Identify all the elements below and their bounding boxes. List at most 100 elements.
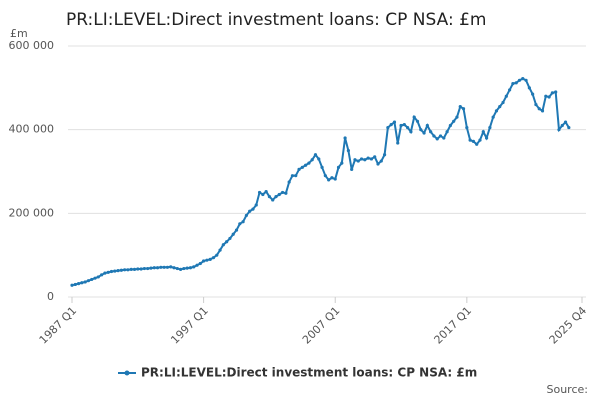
data-point <box>547 95 551 99</box>
data-point <box>106 270 110 274</box>
data-point <box>142 266 146 271</box>
y-tick-label: 0 <box>47 290 54 303</box>
data-point <box>185 266 189 270</box>
data-point <box>359 157 364 161</box>
y-tick-label: 600 000 <box>9 39 55 52</box>
data-point <box>244 213 248 218</box>
data-point <box>554 90 558 94</box>
data-point <box>494 109 499 113</box>
data-point <box>521 77 525 81</box>
data-point <box>123 268 127 272</box>
data-point <box>271 198 275 202</box>
data-point <box>531 92 535 96</box>
data-point <box>465 125 469 130</box>
data-point <box>353 158 357 162</box>
data-point <box>346 148 350 153</box>
data-point <box>162 265 166 269</box>
data-point <box>484 136 489 140</box>
data-point <box>195 263 199 267</box>
data-point <box>261 192 265 197</box>
data-point <box>534 102 538 107</box>
data-point <box>432 134 436 138</box>
x-tick-label: 2025 Q4 <box>547 304 590 347</box>
data-point <box>478 138 482 142</box>
data-point <box>458 105 462 109</box>
data-point <box>540 109 545 113</box>
data-point <box>215 253 219 257</box>
data-point <box>136 267 140 271</box>
y-tick-label: 400 000 <box>9 123 55 136</box>
data-point <box>165 265 170 269</box>
data-point <box>425 123 429 128</box>
data-point <box>169 265 173 269</box>
data-point <box>327 178 331 182</box>
data-point <box>119 268 123 272</box>
data-point <box>442 136 446 140</box>
x-tick-label: 2007 Q1 <box>300 304 343 347</box>
data-point <box>238 222 242 226</box>
data-point <box>241 220 245 224</box>
data-point <box>366 156 370 160</box>
data-point <box>234 228 239 232</box>
data-point <box>228 236 232 241</box>
data-point <box>527 86 531 90</box>
data-point <box>468 138 472 142</box>
data-point <box>567 125 571 130</box>
data-point <box>537 107 541 111</box>
chart-title: PR:LI:LEVEL:Direct investment loans: CP … <box>66 10 486 30</box>
data-point <box>435 137 439 141</box>
data-point <box>412 115 416 119</box>
data-point <box>146 266 150 271</box>
data-point <box>422 131 426 135</box>
data-point <box>218 248 222 252</box>
data-point <box>481 130 485 134</box>
data-point <box>488 125 492 130</box>
data-point <box>211 256 216 260</box>
data-point <box>438 134 443 138</box>
data-point <box>126 268 130 272</box>
data-point <box>287 180 291 184</box>
data-point <box>373 155 377 159</box>
data-point <box>202 259 206 263</box>
data-point <box>544 94 548 98</box>
data-point <box>290 174 295 178</box>
data-point <box>175 266 179 271</box>
data-point <box>274 195 278 199</box>
x-tick-label: 2017 Q1 <box>432 304 475 347</box>
data-point <box>448 123 452 128</box>
y-unit: £m <box>10 27 28 40</box>
legend-marker <box>124 370 130 376</box>
data-point <box>382 153 387 157</box>
data-point <box>198 261 202 266</box>
data-point <box>399 123 403 128</box>
y-tick-label: 200 000 <box>9 206 55 219</box>
data-point <box>333 177 337 181</box>
data-point <box>392 120 397 124</box>
data-point <box>517 78 522 82</box>
data-point <box>323 174 327 178</box>
data-point <box>208 257 212 261</box>
data-point <box>100 273 104 277</box>
data-point <box>514 81 518 85</box>
data-point <box>149 266 153 270</box>
data-point <box>330 176 334 180</box>
data-point <box>313 153 318 157</box>
data-point <box>396 141 400 145</box>
data-point <box>159 265 163 269</box>
data-point <box>310 158 314 162</box>
data-point <box>501 100 505 105</box>
data-point <box>155 266 160 270</box>
data-point <box>461 107 466 111</box>
data-point <box>409 130 413 134</box>
data-point <box>257 190 262 195</box>
data-point <box>113 269 117 273</box>
x-tick-label: 1997 Q1 <box>168 304 211 347</box>
data-point <box>475 142 479 146</box>
data-point <box>70 283 74 287</box>
data-point <box>90 277 94 282</box>
data-point <box>363 158 367 162</box>
data-point <box>83 280 87 284</box>
legend-label: PR:LI:LEVEL:Direct investment loans: CP … <box>141 366 477 380</box>
data-point <box>80 281 84 285</box>
